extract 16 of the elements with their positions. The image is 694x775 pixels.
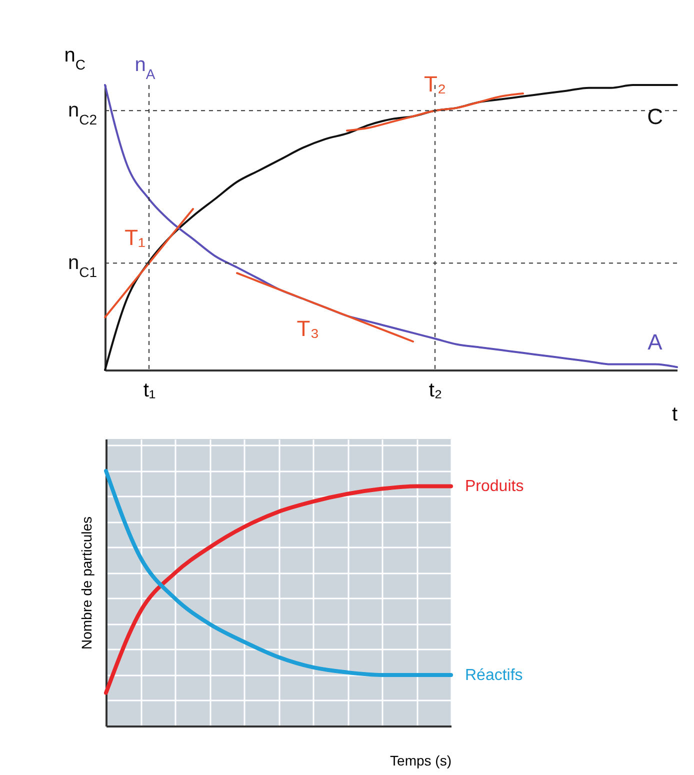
x-axis-title: t <box>672 404 678 426</box>
series-label: C <box>647 104 664 129</box>
series-label: T₁ <box>124 225 146 250</box>
x-tick-label: t₂ <box>428 380 442 402</box>
x-tick-label: t₁ <box>143 380 156 402</box>
ref-line-label: n$_{C1}$ <box>68 252 98 280</box>
x-axis-title: Temps (s) <box>390 752 452 768</box>
series-label: A <box>648 329 663 354</box>
series-label: T₂ <box>424 72 446 97</box>
y-axis-title: n$_{C}$ <box>64 44 86 72</box>
series-label: T₃ <box>296 316 320 341</box>
series-label: Produits <box>465 478 524 496</box>
series-label: Réactifs <box>465 666 523 684</box>
text: n$_{A}$ <box>134 54 156 82</box>
ref-line-label: n$_{C2}$ <box>68 100 98 128</box>
y-axis-title: Nombre de particules <box>78 516 94 650</box>
